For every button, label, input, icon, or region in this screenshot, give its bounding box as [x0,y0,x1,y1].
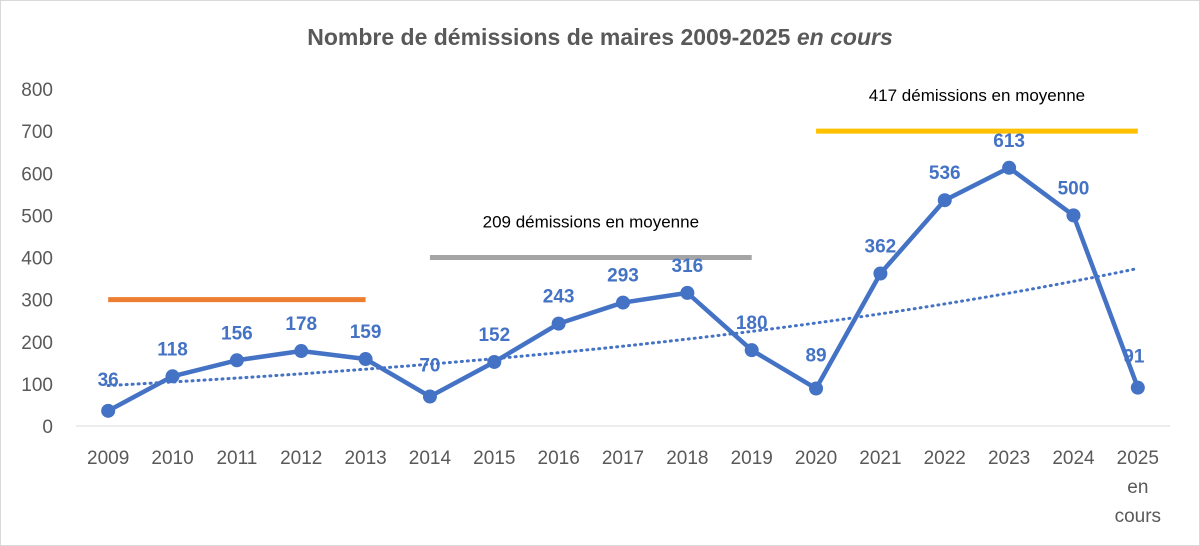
data-point [744,343,759,358]
y-tick-label: 800 [21,80,53,101]
data-point [422,389,437,404]
x-tick-label: 2011 [216,448,257,469]
y-tick-label: 500 [21,206,53,227]
data-label: 178 [285,314,317,335]
series-line [107,165,1140,413]
x-tick-note: cours [1115,506,1161,527]
data-point [551,316,566,331]
x-tick-label: 2017 [602,448,644,469]
data-point [680,285,695,300]
data-point [165,369,180,384]
data-point [1066,208,1081,223]
data-label: 159 [350,322,382,343]
data-label: 243 [543,287,575,308]
x-tick-label: 2016 [538,448,580,469]
data-point [229,353,244,368]
data-label: 36 [98,370,119,391]
average-label: 417 démissions en moyenne [869,86,1085,105]
y-tick-label: 400 [21,249,53,270]
y-tick-label: 200 [21,333,53,354]
data-label: 118 [157,339,188,360]
x-tick-label: 2023 [988,448,1030,469]
x-tick-note: en [1127,477,1148,498]
data-point [358,352,373,367]
x-tick-label: 2014 [409,448,452,469]
x-tick-label: 2025 [1117,448,1159,469]
data-point [294,344,309,359]
x-tick-label: 2021 [859,448,901,469]
data-point [937,193,952,208]
x-tick-label: 2010 [151,448,193,469]
x-tick-label: 2020 [795,448,837,469]
data-point [616,295,630,310]
data-label: 152 [478,325,510,346]
y-tick-label: 600 [21,164,53,185]
x-tick-label: 2009 [87,448,129,469]
data-label: 316 [672,256,704,277]
data-point [487,354,502,369]
data-point [1002,160,1017,175]
data-label: 500 [1058,178,1090,199]
average-label: 209 démissions en moyenne [483,213,699,232]
x-tick-label: 2015 [473,448,515,469]
x-tick-label: 2019 [731,448,773,469]
y-tick-label: 100 [21,375,53,396]
x-tick-label: 2012 [280,448,322,469]
chart-title: Nombre de démissions de maires 2009-2025… [0,24,1200,51]
data-point [873,266,888,281]
data-label: 536 [929,163,961,184]
y-tick-label: 0 [42,417,53,438]
data-label: 91 [1123,347,1145,368]
data-point [1130,380,1145,395]
data-label: 156 [221,323,253,344]
x-tick-label: 2018 [666,448,708,469]
x-tick-label: 2022 [924,448,966,469]
x-tick-label: 2024 [1052,448,1095,469]
y-tick-label: 700 [21,122,53,143]
data-point [809,381,824,396]
chart-title-italic: en cours [796,24,893,50]
data-label: 70 [419,356,440,377]
data-label: 89 [805,346,826,367]
chart-title-main: Nombre de démissions de maires 2009-2025 [307,24,791,50]
x-tick-label: 2013 [344,448,386,469]
data-label: 180 [736,313,768,334]
data-label: 293 [607,266,639,287]
data-label: 613 [993,131,1025,152]
y-tick-label: 300 [21,291,53,312]
data-point [101,403,116,418]
data-label: 362 [865,237,897,258]
trendline [106,266,1140,388]
